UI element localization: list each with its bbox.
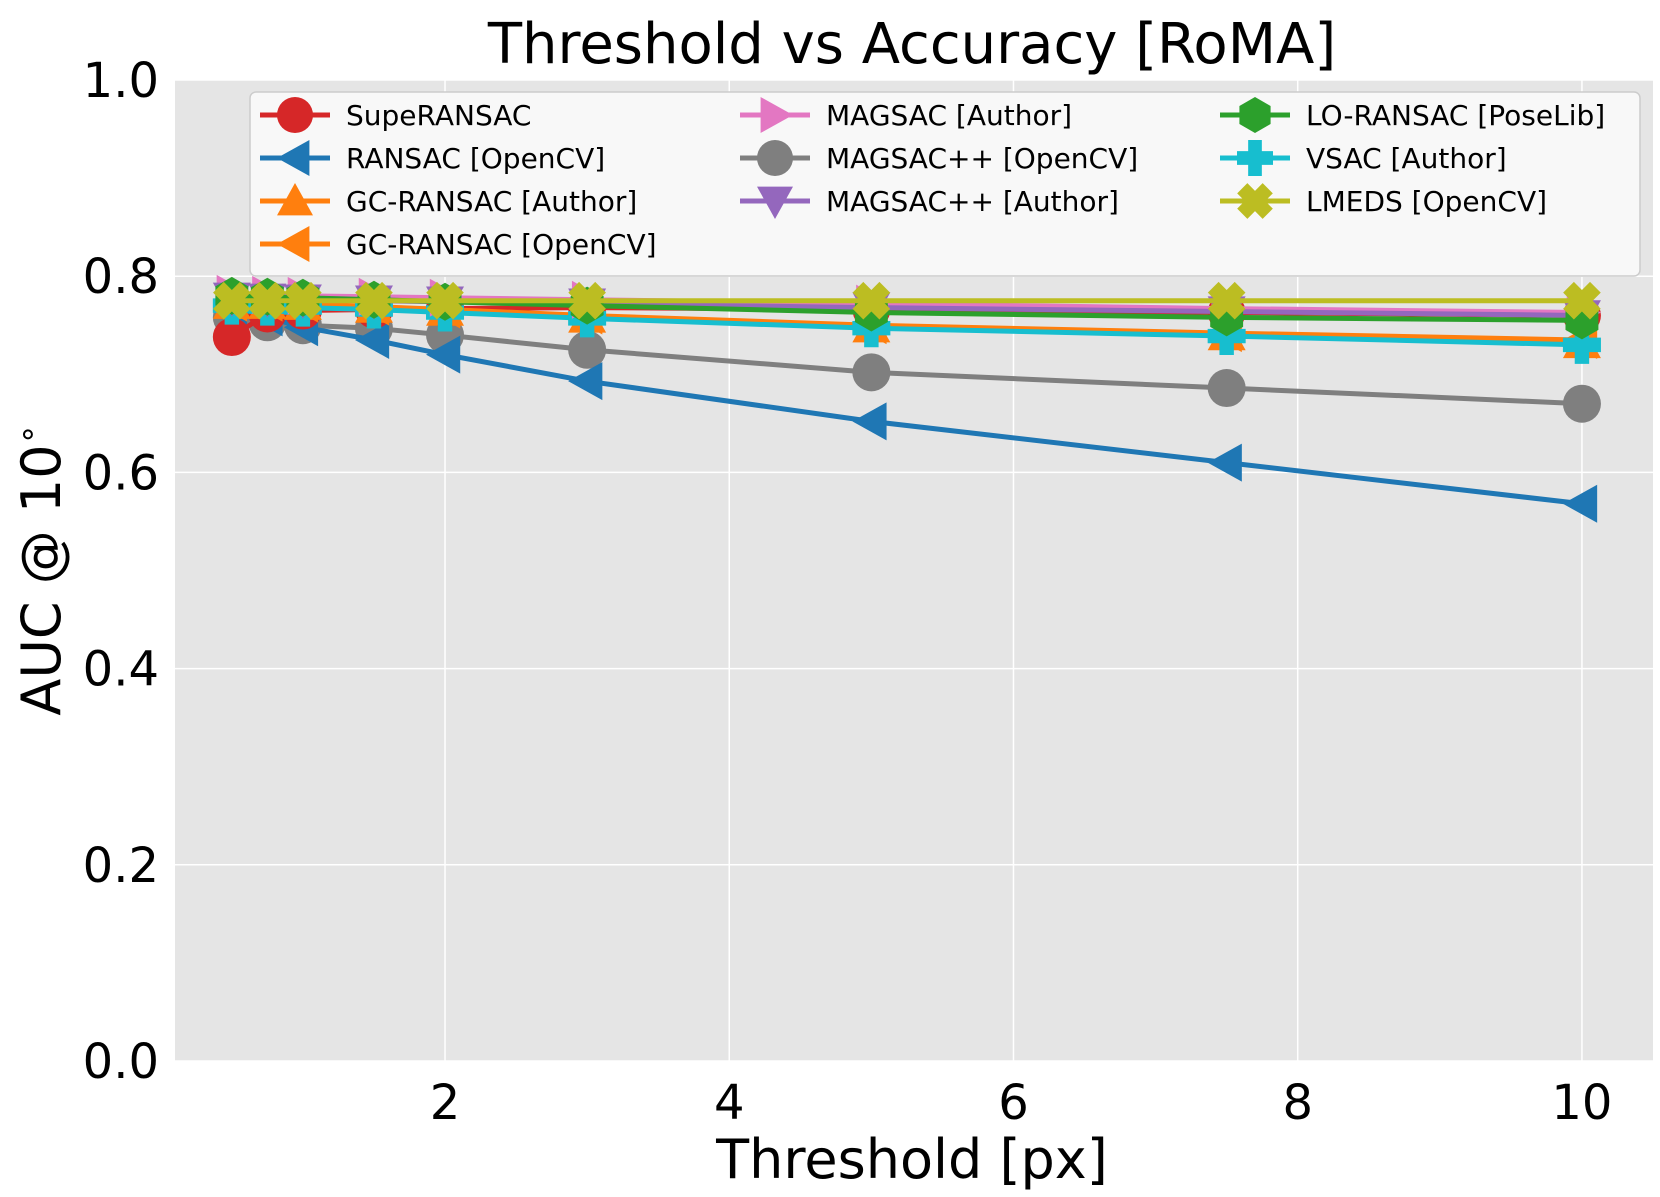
x-mark-shape bbox=[1563, 281, 1601, 320]
legend-label: RANSAC [OpenCV] bbox=[346, 142, 605, 175]
legend-item: SupeRANSAC bbox=[260, 97, 531, 133]
data-point bbox=[1239, 97, 1271, 133]
data-point bbox=[277, 183, 313, 216]
data-point bbox=[354, 320, 390, 359]
legend-label: MAGSAC++ [OpenCV] bbox=[826, 142, 1138, 175]
legend-label: VSAC [Author] bbox=[1306, 142, 1507, 175]
data-point bbox=[1562, 484, 1598, 523]
data-point bbox=[1207, 281, 1246, 320]
legend-item: MAGSAC++ [Author] bbox=[740, 185, 1119, 219]
x-mark-shape bbox=[426, 281, 464, 320]
data-point bbox=[757, 140, 793, 176]
legend-label: LMEDS [OpenCV] bbox=[1306, 185, 1547, 218]
legend-item: RANSAC [OpenCV] bbox=[260, 140, 605, 176]
series-layer bbox=[212, 274, 1601, 523]
legend-label: MAGSAC++ [Author] bbox=[826, 185, 1119, 218]
legend-label: MAGSAC [Author] bbox=[826, 99, 1072, 132]
data-point bbox=[1563, 281, 1601, 320]
x-tick-label: 2 bbox=[430, 1075, 461, 1131]
y-axis-label: AUC @ 10∘ bbox=[8, 424, 73, 715]
y-axis-label-main: AUC @ 10 bbox=[10, 444, 73, 715]
data-point bbox=[568, 362, 603, 401]
data-point bbox=[277, 97, 313, 133]
x-mark-shape bbox=[284, 281, 322, 320]
data-point bbox=[212, 318, 251, 357]
legend-label: SupeRANSAC bbox=[346, 99, 531, 132]
x-mark-shape bbox=[1207, 281, 1246, 320]
data-point bbox=[568, 281, 606, 320]
legend-item: GC-RANSAC [Author] bbox=[260, 183, 637, 218]
data-point bbox=[852, 353, 891, 392]
x-tick-label: 8 bbox=[1282, 1075, 1313, 1131]
x-mark-shape bbox=[568, 281, 606, 320]
data-point bbox=[852, 402, 887, 441]
y-tick-label: 0.6 bbox=[83, 445, 159, 501]
y-tick-label: 0.2 bbox=[83, 838, 159, 894]
legend-item: GC-RANSAC [OpenCV] bbox=[260, 226, 657, 262]
legend-item: LO-RANSAC [PoseLib] bbox=[1220, 97, 1605, 133]
x-mark-shape bbox=[1237, 183, 1273, 219]
y-tick-label: 1.0 bbox=[83, 53, 159, 109]
data-point bbox=[757, 186, 793, 219]
data-point bbox=[760, 97, 793, 133]
y-tick-label: 0.4 bbox=[83, 642, 159, 698]
x-mark-shape bbox=[355, 281, 393, 320]
series-lmeds-opencv- bbox=[213, 281, 1601, 320]
x-tick-label: 10 bbox=[1551, 1075, 1612, 1131]
chart-title: Threshold vs Accuracy [RoMA] bbox=[487, 12, 1336, 77]
data-point bbox=[248, 281, 287, 320]
data-point bbox=[277, 140, 310, 176]
legend-label: LO-RANSAC [PoseLib] bbox=[1306, 99, 1605, 132]
legend: SupeRANSAC RANSAC [OpenCV] GC-RANSAC [Auth… bbox=[249, 91, 1641, 277]
data-point bbox=[1237, 183, 1273, 219]
legend-box bbox=[249, 91, 1641, 277]
data-point bbox=[284, 281, 322, 320]
x-tick-label: 6 bbox=[998, 1075, 1029, 1131]
data-point bbox=[355, 281, 393, 320]
data-point bbox=[1237, 140, 1273, 176]
data-point bbox=[852, 281, 891, 320]
data-point bbox=[426, 281, 464, 320]
x-mark-shape bbox=[248, 281, 287, 320]
x-tick-label: 4 bbox=[714, 1075, 745, 1131]
data-point bbox=[1562, 325, 1601, 364]
x-axis-label: Threshold [px] bbox=[715, 1128, 1108, 1191]
data-point bbox=[1207, 443, 1242, 482]
data-point bbox=[277, 226, 310, 262]
legend-label: GC-RANSAC [OpenCV] bbox=[346, 228, 657, 261]
data-point bbox=[568, 330, 607, 369]
legend-label: GC-RANSAC [Author] bbox=[346, 185, 637, 218]
data-point bbox=[213, 281, 251, 320]
y-axis-label-degree: ∘ bbox=[8, 424, 46, 444]
legend-item: LMEDS [OpenCV] bbox=[1220, 183, 1547, 219]
legend-item: MAGSAC [Author] bbox=[740, 97, 1072, 133]
data-point bbox=[1562, 384, 1601, 423]
data-point bbox=[1207, 369, 1246, 408]
legend-item: VSAC [Author] bbox=[1220, 140, 1507, 176]
y-tick-label: 0.0 bbox=[83, 1034, 159, 1090]
x-mark-shape bbox=[213, 281, 251, 320]
tick-labels: 2 4 6 8 10 0.0 0.2 0.4 0.6 0.8 1.0 bbox=[83, 53, 1613, 1131]
data-point bbox=[426, 335, 461, 374]
legend-item: MAGSAC++ [OpenCV] bbox=[740, 140, 1138, 176]
x-mark-shape bbox=[852, 281, 891, 320]
y-tick-label: 0.8 bbox=[83, 249, 159, 305]
